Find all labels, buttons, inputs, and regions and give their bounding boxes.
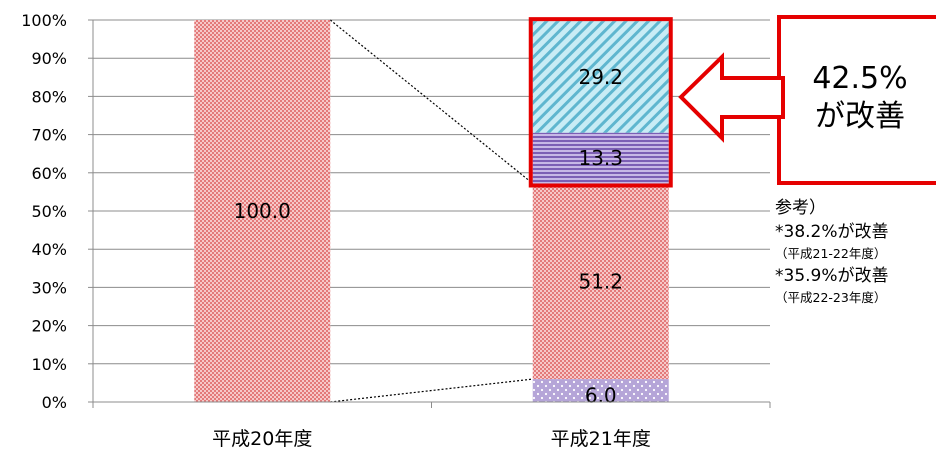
callout-caption: が改善 (815, 99, 905, 134)
note-heading: 参考） (775, 198, 826, 218)
x-category-label: 平成21年度 (551, 428, 651, 449)
y-tick-label: 80% (31, 87, 67, 106)
note-item-1: *38.2%が改善 (775, 222, 889, 242)
note-item-2-period: （平成22-23年度） (775, 290, 887, 305)
y-tick-label: 60% (31, 164, 67, 183)
highlight-box (528, 17, 673, 188)
y-tick-label: 100% (21, 11, 67, 30)
y-tick-label: 50% (31, 202, 67, 221)
bar-segment (194, 20, 331, 402)
data-label: 13.3 (578, 146, 623, 170)
y-tick-label: 0% (42, 393, 67, 412)
y-tick-label: 40% (31, 240, 67, 259)
x-category-label: 平成20年度 (212, 428, 312, 449)
y-tick-label: 10% (31, 355, 67, 374)
data-label: 29.2 (578, 65, 623, 89)
callout-box (777, 15, 936, 185)
connector-line (330, 378, 533, 403)
data-label: 100.0 (234, 199, 291, 223)
bar-segment (532, 379, 669, 402)
data-label: 51.2 (578, 269, 623, 293)
reference-note: 参考） *38.2%が改善 （平成21-22年度） *35.9%が改善 （平成2… (775, 196, 935, 308)
note-item-2: *35.9%が改善 (775, 266, 889, 286)
callout-percent: 42.5% (812, 61, 908, 96)
y-tick-label: 30% (31, 278, 67, 297)
connector-line (329, 19, 534, 184)
note-item-1-period: （平成21-22年度） (775, 246, 887, 261)
bar-segment (532, 132, 669, 184)
y-tick-label: 90% (31, 49, 67, 68)
y-tick-label: 70% (31, 126, 67, 145)
data-label: 6.0 (585, 384, 617, 408)
y-tick-label: 20% (31, 317, 67, 336)
bar-segment (532, 21, 669, 133)
bar-segment (532, 183, 669, 380)
left-arrow-icon (678, 52, 785, 143)
improvement-callout: 42.5% が改善 (790, 60, 930, 136)
